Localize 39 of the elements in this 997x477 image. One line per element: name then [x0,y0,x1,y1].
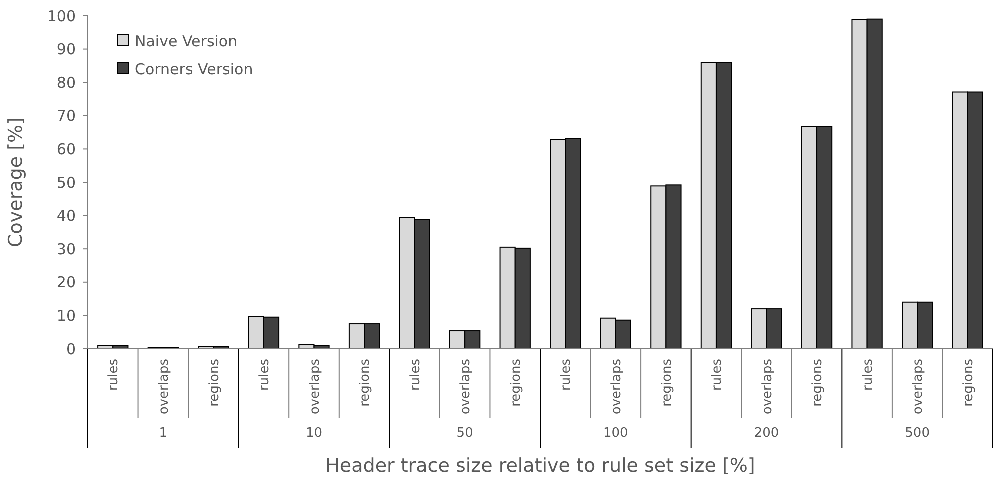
x-tick-label: regions [358,358,374,407]
y-axis-title: Coverage [%] [5,118,27,248]
x-tick-label: rules [559,358,574,391]
x-tick-label: overlaps [308,358,323,415]
text: 100 [604,426,628,441]
x-tick-label: regions [508,358,524,407]
x-tick-label: rules [710,358,726,391]
x-tick-label: overlaps [760,358,776,415]
text: 1 [159,426,168,441]
text: 50 [456,426,474,441]
y-tick-label: 10 [56,306,76,325]
y-tick-label: 60 [56,140,76,158]
x-tick-label: overlaps [156,358,172,415]
y-tick-label: 20 [56,274,76,292]
x-tick-label: regions [810,358,826,407]
x-tick-label: overlaps [609,358,624,415]
x-tick-label: regions [207,358,222,407]
x-axis-title: Header trace size relative to rule set size [%] [326,455,756,477]
text: 500 [905,426,930,441]
x-tick-label: regions [961,358,976,407]
x-tick-label: overlaps [911,358,926,415]
x-tick-label: rules [860,358,876,391]
x-tick-label: regions [660,358,675,407]
y-tick-label: 90 [56,40,76,59]
y-tick-label: 70 [56,107,76,126]
legend-label: Corners Version [135,60,254,78]
text: 10 [306,426,323,441]
x-tick-label: rules [106,358,122,391]
y-tick-label: 0 [66,340,76,358]
y-tick-label: 100 [47,7,76,26]
x-tick-label: overlaps [458,358,474,415]
y-tick-label: 30 [56,240,76,258]
text: 200 [754,426,780,441]
y-tick-label: 50 [56,174,76,192]
y-tick-label: 40 [56,207,76,226]
x-tick-label: rules [408,358,424,391]
y-tick-label: 80 [56,74,76,92]
legend-label: Naive Version [135,32,238,50]
x-tick-label: rules [258,358,273,391]
